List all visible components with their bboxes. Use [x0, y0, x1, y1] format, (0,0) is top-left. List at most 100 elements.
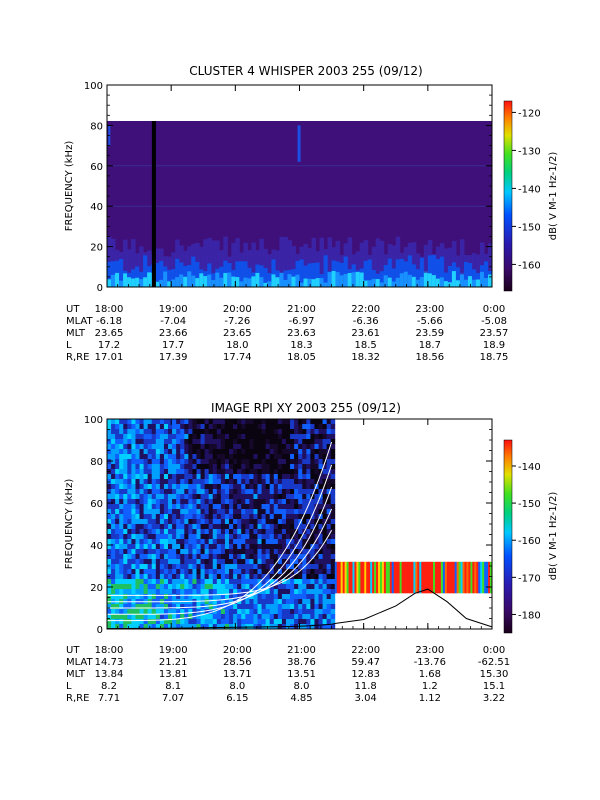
spectrogram-cell [131, 544, 136, 550]
spectrogram-cell [115, 272, 120, 287]
spectrogram-cell [184, 534, 189, 540]
spectrogram-cell [111, 261, 116, 287]
spectrogram-cell [318, 579, 323, 585]
ephemeris-cell: 18.9 [483, 340, 505, 351]
spectrogram-cell [115, 564, 120, 570]
panel-2-colorbar-label: dB( V M-1 Hz-1/2) [548, 492, 559, 581]
spectrogram-cell [224, 454, 230, 460]
spectrogram-cell [245, 479, 250, 485]
spectrogram-cell [200, 474, 206, 480]
spectrogram-cell [172, 574, 177, 580]
spectrogram-cell [253, 469, 258, 475]
spectrogram-cell [131, 579, 136, 585]
spectrogram-cell [216, 424, 222, 430]
spectrogram-cell [459, 239, 465, 275]
spectrogram-cell [135, 619, 140, 625]
spectrogram-cell [318, 549, 323, 555]
spectrogram-cell [208, 519, 214, 525]
spectrogram-cell [212, 579, 218, 585]
spectrogram-cell [155, 434, 161, 440]
spectrogram-cell [111, 554, 116, 560]
spectrogram-cell [220, 464, 226, 470]
spectrogram-cell [172, 539, 177, 545]
spectrogram-cell [131, 489, 136, 495]
spectrogram-cell [419, 276, 425, 287]
spectrogram-cell [139, 419, 145, 425]
spectrogram-cell [302, 599, 307, 605]
spectrogram-cell [212, 519, 218, 525]
spectrogram-cell [241, 439, 246, 445]
spectrogram-cell [155, 474, 161, 480]
spectrogram-cell [196, 429, 201, 435]
spectrogram-cell [224, 609, 230, 615]
spectrogram-cell [330, 444, 336, 450]
spectrogram-cell [247, 278, 252, 287]
spectrogram-cell [192, 464, 197, 470]
spectrogram-cell [188, 529, 193, 535]
spectrogram-cell [115, 584, 120, 590]
panel-1-ephemeris-table: UT 18:00 19:00 20:00 21:00 22:00 23:00 0:00MLAT… [66, 304, 508, 363]
spectrogram-cell [123, 554, 128, 560]
spectrogram-cell [216, 619, 222, 625]
spectrogram-cell [241, 574, 246, 580]
spectrogram-cell [192, 519, 197, 525]
spectrogram-cell [212, 619, 218, 625]
spectrogram-cell [314, 459, 319, 465]
spectrogram-cell [277, 589, 283, 595]
spectrogram-cell [212, 574, 218, 580]
spectrogram-cell [314, 429, 319, 435]
spectrogram-cell [285, 579, 291, 585]
spectrogram-cell [261, 529, 267, 535]
spectrogram-cell [241, 559, 246, 565]
spectrogram-cell [318, 599, 323, 605]
spectrogram-cell [115, 434, 120, 440]
spectrogram-cell [431, 561, 434, 594]
spectrogram-cell [208, 539, 214, 545]
spectrogram-cell [139, 564, 145, 570]
spectrogram-cell [180, 494, 185, 500]
spectrogram-cell [241, 479, 246, 485]
spectrogram-cell [229, 449, 234, 455]
spectrogram-cell [298, 559, 303, 565]
spectrogram-cell [294, 619, 299, 625]
spectrogram-cell [401, 561, 404, 594]
spectrogram-cell [251, 276, 256, 287]
panel-1: CLUSTER 4 WHISPER 2003 255 (09/12) 02040… [64, 64, 559, 363]
spectrogram-cell [322, 604, 328, 610]
spectrogram-cell [188, 574, 193, 580]
spectrogram-cell [285, 564, 291, 570]
spectrogram-cell [219, 266, 224, 287]
spectrogram-cell [330, 494, 336, 500]
spectrogram-cell [131, 514, 136, 520]
spectrogram-cell [483, 253, 489, 262]
spectrogram-cell [147, 519, 153, 525]
spectrogram-cell [423, 271, 429, 287]
spectrogram-cell [399, 258, 405, 287]
spectrogram-cell [241, 449, 246, 455]
spectrogram-cell [208, 574, 214, 580]
ephemeris-cell: -6.97 [289, 316, 315, 327]
spectrogram-cell [343, 273, 349, 287]
spectrogram-cell [151, 479, 157, 485]
spectrogram-cell [241, 619, 246, 625]
spectrogram-cell [245, 429, 250, 435]
spectrogram-cell [269, 519, 275, 525]
spectrogram-cell [229, 549, 234, 555]
spectrogram-cell [224, 614, 230, 620]
spectrogram-cell [180, 449, 185, 455]
spectrogram-cell [275, 250, 280, 271]
spectrogram-cell [245, 544, 250, 550]
spectrogram-cell [147, 564, 153, 570]
spectrogram-cell [249, 424, 254, 430]
spectrogram-cell [147, 604, 153, 610]
spectrogram-cell [175, 258, 180, 287]
spectrogram-cell [314, 419, 319, 425]
spectrogram-cell [163, 474, 169, 480]
spectrogram-cell [419, 257, 425, 287]
spectrogram-cell [241, 489, 246, 495]
ephemeris-cell: 17.01 [95, 352, 124, 363]
spectrogram-cell [147, 439, 153, 445]
spectrogram-cell [265, 439, 271, 445]
spectrogram-cell [163, 489, 169, 495]
